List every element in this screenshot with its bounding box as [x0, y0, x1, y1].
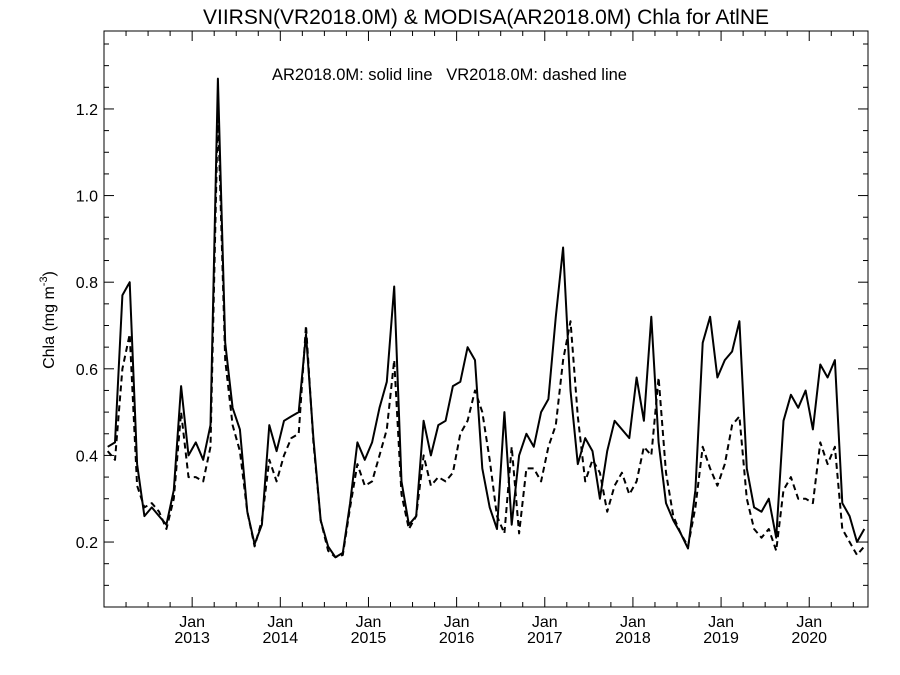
series-line-vr2018-0m	[106, 108, 866, 559]
x-tick-label-year: 2013	[174, 630, 210, 647]
y-axis: 0.2 0.4 0.6 0.8 1.0 1.2	[76, 43, 868, 586]
y-axis-label: Chla (mg m-3)	[38, 271, 58, 369]
x-tick-label-month: Jan	[796, 614, 822, 631]
line-style-annotation: AR2018.0M: solid line VR2018.0M: dashed …	[272, 66, 627, 84]
x-tick-label-month: Jan	[356, 614, 382, 631]
x-tick-label-month: Jan	[708, 614, 734, 631]
series-group	[106, 77, 866, 559]
x-axis: Jan2013Jan2014Jan2015Jan2016Jan2017Jan20…	[125, 31, 854, 647]
x-tick-label-year: 2020	[791, 630, 827, 647]
chart-title: VIIRSN(VR2018.0M) & MODISA(AR2018.0M) Ch…	[203, 6, 769, 29]
x-tick-label-year: 2019	[703, 630, 739, 647]
x-tick-label-year: 2018	[615, 630, 651, 647]
x-tick-label-year: 2014	[263, 630, 299, 647]
x-tick-label-month: Jan	[179, 614, 205, 631]
y-axis-label-main: Chla (mg m	[41, 286, 58, 369]
y-tick-label: 0.4	[76, 448, 98, 465]
x-tick-label-month: Jan	[620, 614, 646, 631]
y-tick-label: 1.0	[76, 189, 98, 206]
series-line-ar2018-0m	[107, 77, 866, 559]
x-tick-label-month: Jan	[267, 614, 293, 631]
y-axis-label-end: )	[41, 271, 58, 276]
y-tick-label: 0.6	[76, 362, 98, 379]
x-tick-label-month: Jan	[444, 614, 470, 631]
x-tick-label-year: 2017	[527, 630, 563, 647]
x-tick-label-month: Jan	[532, 614, 558, 631]
y-tick-label: 1.2	[76, 102, 98, 119]
plot-frame	[103, 30, 869, 608]
x-tick-label-year: 2016	[439, 630, 475, 647]
x-tick-label-year: 2015	[351, 630, 387, 647]
y-tick-label: 0.2	[76, 535, 98, 552]
y-tick-label: 0.8	[76, 275, 98, 292]
y-axis-label-sup: -3	[38, 276, 50, 286]
